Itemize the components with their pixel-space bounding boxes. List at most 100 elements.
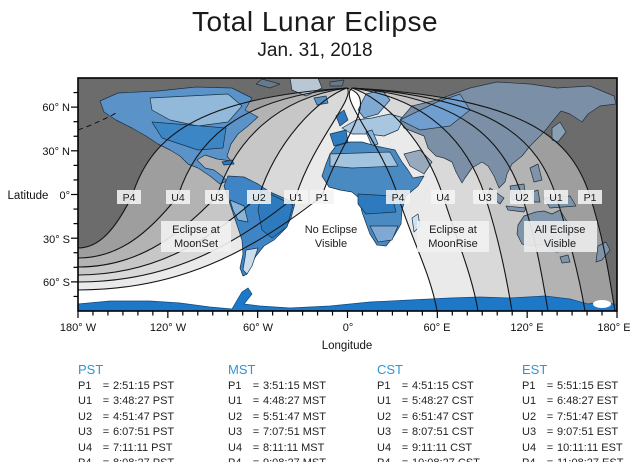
table-row: P4=9:08:27 MST <box>228 456 373 462</box>
table-mst: MST P1 = 3:51:15 MST U1 = 4:48:27 MST U2 = 5:5… <box>228 362 373 462</box>
contact-label-west-u4: U4 <box>171 192 185 204</box>
timezone-header: CST <box>377 362 403 377</box>
contact-label-east-p1: P1 <box>584 192 597 204</box>
table-row: U2 = 6:51:47 CST <box>377 410 522 425</box>
equals-sign: = <box>102 426 110 439</box>
contact-id: U3 <box>377 426 392 439</box>
contact-time: 9:11:11 CST <box>412 441 473 454</box>
contour-west-u1 <box>78 87 349 283</box>
table-row: P1 = 3:51:15 MST <box>228 379 373 394</box>
contact-id: U4 <box>522 441 537 454</box>
contact-label-west-p1: P1 <box>316 192 329 204</box>
contact-id: P1 <box>228 380 242 392</box>
lon-tick-60w: 60° W <box>243 322 274 334</box>
label-box <box>310 190 334 204</box>
table-row: P4=8:08:27 PST <box>78 456 223 462</box>
equals-sign: = <box>546 426 554 439</box>
java <box>505 205 527 213</box>
label-box <box>473 190 497 204</box>
contact-id: U3 <box>522 426 537 439</box>
contact-label-east-u2: U2 <box>515 192 529 204</box>
page-subtitle: Jan. 31, 2018 <box>257 40 373 61</box>
southern-africa-patch <box>369 225 399 243</box>
contour-east-p1 <box>351 87 616 311</box>
tasmania <box>559 254 571 264</box>
contact-id: U1 <box>522 395 537 408</box>
contact-label-east-u4: U4 <box>436 192 450 204</box>
contact-time: 11:08:27 EST <box>557 456 623 462</box>
contact-time: 7:51:47 EST <box>557 410 619 423</box>
canada-patch <box>149 93 243 127</box>
equals-sign: = <box>401 410 409 423</box>
contact-label-west-u2: U2 <box>252 192 266 204</box>
table-row: U1 = 5:48:27 CST <box>377 394 522 409</box>
contour-east-u2 <box>351 87 549 311</box>
equals-sign: = <box>252 410 260 423</box>
contact-id: P4 <box>522 456 543 462</box>
contact-label-west-p4: P4 <box>123 192 136 204</box>
equals-sign: = <box>99 456 113 462</box>
contact-id: U1 <box>228 395 243 408</box>
contact-time: 5:51:15 EST <box>557 380 619 392</box>
contact-time: 9:08:27 MST <box>263 456 326 462</box>
equals-sign: = <box>252 441 260 454</box>
label-box <box>524 221 597 252</box>
contact-labels-east: P4 U4 U3 U2 U1 P1 <box>386 190 602 204</box>
contact-time: 8:07:51 CST <box>412 426 474 439</box>
table-row: U3 = 7:07:51 MST <box>228 425 373 440</box>
equals-sign: = <box>543 456 557 462</box>
table-row: P1 = 5:51:15 EST <box>522 379 630 394</box>
contact-time: 7:07:51 MST <box>263 426 326 439</box>
region-moonset-line2: MoonSet <box>174 238 218 250</box>
contact-label-west-u3: U3 <box>210 192 224 204</box>
contact-id: P4 <box>377 456 398 462</box>
iberia <box>329 129 349 147</box>
contact-time: 4:51:15 CST <box>412 380 474 392</box>
contact-label-east-p4: P4 <box>392 192 405 204</box>
contact-time: 8:08:27 PST <box>113 456 174 462</box>
contact-labels-west: P4 U4 U3 U2 U1 P1 <box>117 190 334 204</box>
label-box <box>161 221 231 252</box>
equals-sign: = <box>546 380 554 392</box>
contact-id: U2 <box>78 410 93 423</box>
timezone-header: EST <box>522 362 548 377</box>
iceland <box>313 95 329 106</box>
contact-id: P1 <box>78 380 92 392</box>
contact-time: 5:48:27 CST <box>412 395 474 408</box>
equals-sign: = <box>546 410 554 423</box>
table-row: P1 = 2:51:15 PST <box>78 379 223 394</box>
label-box <box>510 190 534 204</box>
latitude-ticks <box>71 91 78 298</box>
contour-west-p1 <box>78 87 361 291</box>
table-row: U4 = 9:11:11 CST <box>377 441 522 456</box>
contour-west-p4 <box>78 87 348 249</box>
x-axis-title: Longitude <box>322 340 373 352</box>
label-box <box>205 190 229 204</box>
region-moonrise-line1: Eclipse at <box>429 224 477 236</box>
contact-time-tables: PST P1 = 2:51:15 PST U1 = 3:48:27 PST U2 = 4:5… <box>0 362 630 462</box>
contour-east-u1 <box>351 87 586 311</box>
lat-tick-60s: 60° S <box>43 277 70 289</box>
table-row: U2 = 5:51:47 MST <box>228 410 373 425</box>
contact-id: U1 <box>78 395 93 408</box>
label-box <box>417 221 489 252</box>
lon-tick-0: 0° <box>343 322 354 334</box>
contact-time: 6:07:51 PST <box>113 426 175 439</box>
region-moonrise-line2: MoonRise <box>428 238 478 250</box>
contact-id: U3 <box>78 426 93 439</box>
lon-tick-120e: 120° E <box>510 322 543 334</box>
table-row: U3 = 8:07:51 CST <box>377 425 522 440</box>
table-row: P4=11:08:27 EST <box>522 456 630 462</box>
label-box <box>431 190 455 204</box>
lon-tick-180w: 180° W <box>60 322 97 334</box>
contact-label-east-u1: U1 <box>549 192 563 204</box>
terminator-dash <box>78 111 119 131</box>
equals-sign: = <box>102 441 110 454</box>
equals-sign: = <box>401 426 409 439</box>
label-box <box>284 190 308 204</box>
equals-sign: = <box>398 456 412 462</box>
table-row: U3 = 6:07:51 PST <box>78 425 223 440</box>
equals-sign: = <box>401 395 409 408</box>
table-row: U2 = 4:51:47 PST <box>78 410 223 425</box>
